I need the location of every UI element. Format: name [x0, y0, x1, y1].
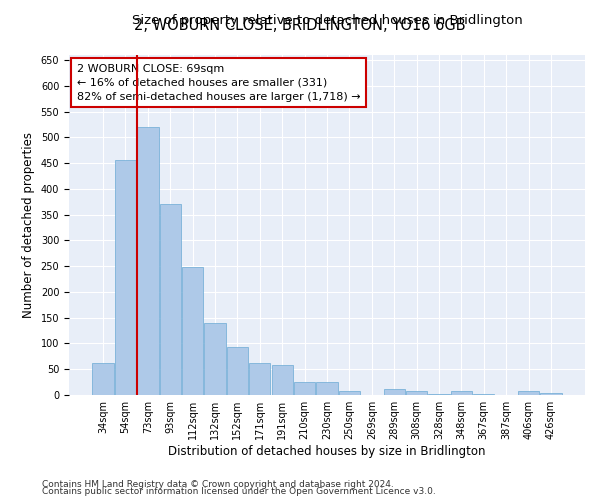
- Text: 2, WOBURN CLOSE, BRIDLINGTON, YO16 6GB: 2, WOBURN CLOSE, BRIDLINGTON, YO16 6GB: [134, 18, 466, 32]
- Bar: [518, 391, 539, 395]
- Bar: [428, 394, 449, 395]
- Bar: [92, 362, 114, 395]
- Bar: [249, 363, 271, 395]
- Bar: [383, 389, 405, 395]
- Y-axis label: Number of detached properties: Number of detached properties: [22, 132, 35, 318]
- Bar: [115, 160, 136, 395]
- Bar: [540, 393, 562, 395]
- Bar: [473, 394, 494, 395]
- Bar: [339, 391, 360, 395]
- Bar: [272, 365, 293, 395]
- Text: Contains HM Land Registry data © Crown copyright and database right 2024.: Contains HM Land Registry data © Crown c…: [42, 480, 394, 489]
- Title: Size of property relative to detached houses in Bridlington: Size of property relative to detached ho…: [131, 14, 523, 28]
- Bar: [160, 204, 181, 395]
- Bar: [182, 267, 203, 395]
- Bar: [205, 323, 226, 395]
- Text: Contains public sector information licensed under the Open Government Licence v3: Contains public sector information licen…: [42, 488, 436, 496]
- Bar: [451, 391, 472, 395]
- Bar: [227, 346, 248, 395]
- Bar: [294, 382, 315, 395]
- Bar: [406, 391, 427, 395]
- Bar: [137, 126, 158, 395]
- Bar: [316, 382, 338, 395]
- Text: 2 WOBURN CLOSE: 69sqm
← 16% of detached houses are smaller (331)
82% of semi-det: 2 WOBURN CLOSE: 69sqm ← 16% of detached …: [77, 64, 361, 102]
- X-axis label: Distribution of detached houses by size in Bridlington: Distribution of detached houses by size …: [168, 445, 486, 458]
